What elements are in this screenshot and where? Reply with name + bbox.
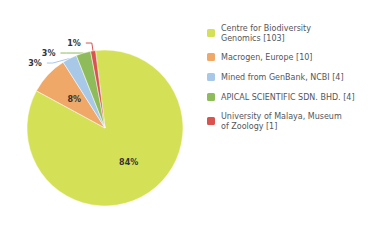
svg-text:Mined from GenBank, NCBI [4]: Mined from GenBank, NCBI [4] <box>221 73 344 82</box>
svg-text:Genomics [103]: Genomics [103] <box>221 34 285 43</box>
svg-text:3%: 3% <box>28 59 42 68</box>
svg-text:8%: 8% <box>67 95 81 104</box>
svg-text:1%: 1% <box>67 39 81 48</box>
svg-text:Centre for Biodiversity: Centre for Biodiversity <box>221 24 311 33</box>
svg-text:APICAL SCIENTIFIC SDN. BHD. [4: APICAL SCIENTIFIC SDN. BHD. [4] <box>221 93 355 102</box>
svg-text:University of Malaya, Museum: University of Malaya, Museum <box>221 112 342 121</box>
svg-text:84%: 84% <box>119 158 138 167</box>
svg-text:of Zoology [1]: of Zoology [1] <box>221 122 277 131</box>
svg-text:3%: 3% <box>42 49 56 58</box>
svg-text:Macrogen, Europe [10]: Macrogen, Europe [10] <box>221 53 312 62</box>
